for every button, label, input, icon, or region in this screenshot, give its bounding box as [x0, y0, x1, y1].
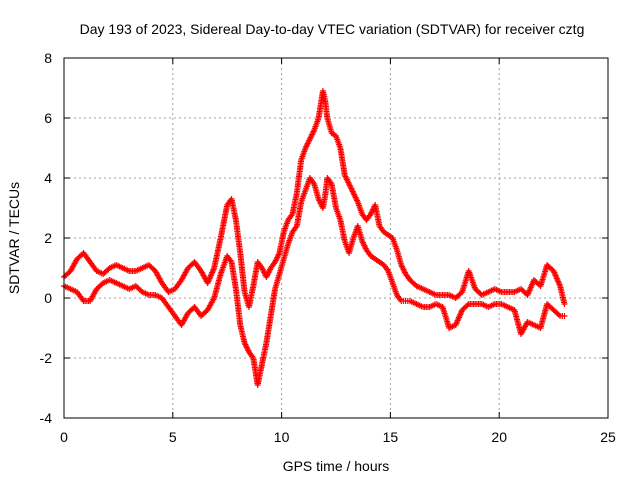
y-tick-label: 0 [44, 290, 52, 306]
x-tick-label: 20 [491, 429, 507, 445]
y-tick-label: 2 [44, 230, 52, 246]
x-axis-label: GPS time / hours [283, 458, 390, 474]
y-tick-label: 4 [44, 170, 52, 186]
series-0 [61, 88, 568, 310]
x-tick-label: 15 [383, 429, 399, 445]
x-tick-label: 25 [600, 429, 616, 445]
trace-marker [464, 302, 471, 309]
y-tick-label: -2 [40, 350, 53, 366]
y-tick-label: 6 [44, 110, 52, 126]
y-axis-label: SDTVAR / TECUs [6, 182, 22, 294]
x-tick-label: 5 [169, 429, 177, 445]
series-1 [61, 175, 568, 388]
y-tick-label: 8 [44, 50, 52, 66]
x-tick-label: 10 [274, 429, 290, 445]
chart-title: Day 193 of 2023, Sidereal Day-to-day VTE… [80, 21, 585, 37]
y-tick-label: -4 [40, 410, 53, 426]
data-point [561, 301, 568, 307]
x-tick-label: 0 [60, 429, 68, 445]
grid-lines [64, 58, 608, 418]
data-points [61, 88, 568, 388]
data-point [561, 313, 568, 319]
plot-frame [63, 57, 609, 419]
axis-ticks: 0 5 10 15 20 25 -4 -2 0 2 4 6 8 [40, 50, 616, 445]
trace-marker [555, 311, 562, 318]
